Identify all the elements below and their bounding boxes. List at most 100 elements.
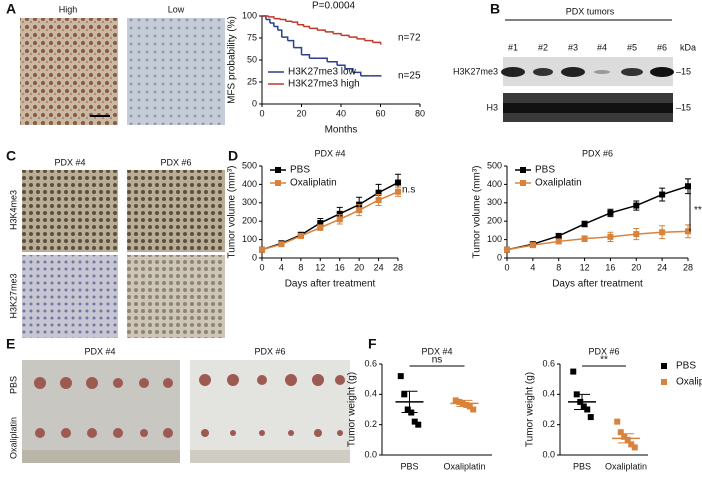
data-point [607, 233, 614, 240]
y-tick-label: 0.0 [364, 449, 377, 459]
data-point [411, 418, 418, 425]
data-point [278, 241, 285, 248]
x-tick-label: 4 [279, 262, 284, 272]
data-point [452, 397, 459, 404]
band [503, 103, 673, 113]
data-point [395, 188, 401, 195]
x-tick-label: 8 [298, 262, 303, 272]
histology-image [127, 170, 225, 252]
y-tick-label: 100 [487, 234, 502, 244]
image-label: High [59, 4, 78, 14]
data-point [375, 197, 382, 204]
data-point [621, 433, 628, 440]
y-axis-label: Tumor weight (g) [347, 372, 358, 447]
series-line [506, 185, 689, 251]
annotation: ns [432, 355, 443, 366]
x-axis-label: Months [325, 125, 358, 136]
x-tick-label: 12 [580, 262, 590, 272]
data-point [659, 191, 666, 198]
row-label: Oxaliplatin [8, 417, 18, 459]
chart-title: PDX #6 [588, 346, 619, 356]
y-tick-label: 50 [247, 54, 257, 64]
y-tick-label: 0 [497, 252, 502, 262]
y-axis-label: MFS probability (%) [227, 16, 238, 104]
annotation: ** [600, 355, 608, 366]
annotation: n.s [402, 185, 415, 196]
panel-b-blot: PDX tumors #1 #2 #3 #4 #5 #6 kDa H3K27me… [453, 6, 696, 122]
tumor-photo [22, 360, 180, 463]
data-point [404, 406, 411, 413]
series-line [261, 191, 399, 251]
panel-letter: E [6, 336, 15, 352]
survival-step [262, 15, 269, 17]
data-point [415, 421, 422, 428]
survival-step [285, 20, 293, 23]
row-label: H3K4me3 [8, 190, 18, 230]
legend-label: PBS [676, 361, 696, 372]
panel-c-images: PDX #4 PDX #6 H3K4me3 H3K27me3 [8, 157, 225, 338]
survival-step [325, 31, 334, 34]
survival-step [279, 18, 287, 22]
x-tick-label: 16 [605, 262, 615, 272]
annotation: n=72 [398, 33, 421, 44]
legend-label: PBS [290, 165, 310, 176]
legend-swatch [520, 167, 526, 173]
data-point [401, 391, 408, 398]
panel-letter: C [6, 148, 16, 164]
row-label: PBS [8, 376, 18, 394]
tumors [34, 374, 345, 438]
error-bar [618, 433, 634, 444]
survival-step [356, 38, 366, 41]
chart-title: PDX #4 [314, 148, 345, 158]
band [621, 68, 643, 76]
data-point [356, 207, 363, 214]
y-tick-label: 100 [242, 234, 257, 244]
histology-image [127, 18, 225, 125]
y-axis-label: Tumor volume (mm³) [472, 166, 483, 259]
y-tick-label: 0.4 [542, 389, 555, 399]
data-point [395, 179, 401, 186]
y-tick-label: 400 [242, 179, 257, 189]
y-tick-label: 0 [252, 98, 257, 108]
x-tick-label: 12 [315, 262, 325, 272]
legend-label: PBS [535, 165, 555, 176]
column-label: PDX #6 [254, 346, 285, 356]
data-point [633, 231, 640, 238]
data-point [470, 406, 477, 413]
y-tick-label: 0.0 [542, 449, 555, 459]
y-tick-label: 500 [487, 160, 502, 170]
y-tick-label: 0.2 [542, 419, 555, 429]
y-tick-label: 0.6 [364, 358, 377, 368]
data-point [581, 235, 588, 242]
error-bar [401, 390, 418, 414]
y-tick-label: 100 [242, 10, 257, 20]
data-point [375, 189, 382, 196]
ruler [190, 450, 350, 463]
y-tick-label: 0.2 [364, 419, 377, 429]
data-point [297, 232, 304, 239]
x-tick-label: PBS [400, 461, 418, 471]
survival-step [273, 17, 281, 20]
survival-step [281, 36, 289, 41]
survival-step [341, 34, 350, 38]
x-axis-label: Days after treatment [552, 279, 643, 290]
panel-a-images: High Low [20, 4, 225, 125]
y-tick-label: 0.4 [364, 389, 377, 399]
data-point [555, 232, 562, 239]
lane-label: #6 [657, 42, 667, 52]
survival-step [317, 29, 326, 32]
lane-label: #2 [538, 42, 548, 52]
data-point [624, 436, 631, 443]
x-tick-label: 60 [375, 108, 385, 118]
data-point [617, 429, 624, 436]
error-bar [574, 393, 590, 410]
x-tick-label: 24 [374, 262, 384, 272]
legend-label: H3K27me3 low [288, 67, 357, 78]
panel-letter: D [228, 148, 238, 164]
survival-step [267, 16, 275, 19]
data-point [587, 414, 594, 421]
data-point [463, 401, 470, 408]
survival-step [337, 64, 346, 69]
histology-image [20, 18, 118, 125]
y-tick-label: 0.6 [542, 358, 555, 368]
